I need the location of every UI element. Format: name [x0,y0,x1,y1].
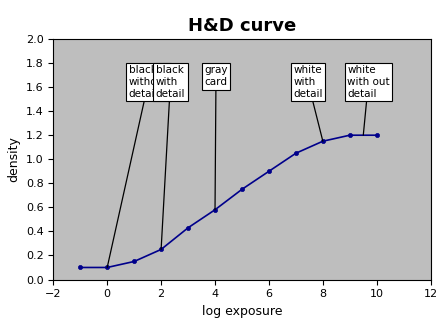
Text: white
with out
detail: white with out detail [347,65,390,135]
X-axis label: log exposure: log exposure [202,305,282,318]
Y-axis label: density: density [7,136,20,182]
Text: white
with
detail: white with detail [293,65,323,141]
Text: gray
card: gray card [204,65,228,210]
Title: H&D curve: H&D curve [188,17,296,35]
Text: black
without
detail: black without detail [107,65,168,267]
Text: black
with
detail: black with detail [156,65,185,250]
